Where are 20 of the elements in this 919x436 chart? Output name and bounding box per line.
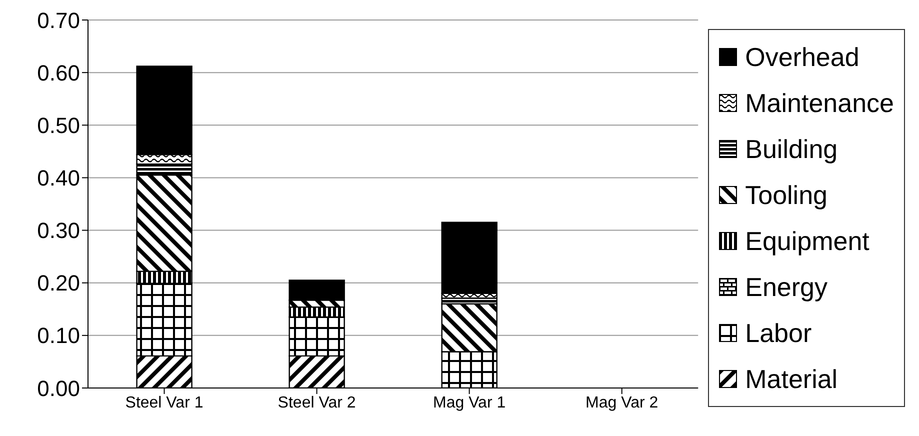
y-tick-label: 0.40 xyxy=(37,166,80,191)
legend-label: Labor xyxy=(745,318,812,348)
y-tick-label: 0.00 xyxy=(37,376,80,401)
legend-label: Material xyxy=(745,364,838,394)
legend-label: Maintenance xyxy=(745,88,894,118)
y-tick-label: 0.50 xyxy=(37,112,80,138)
y-tick-label: 0.60 xyxy=(37,60,80,86)
y-tick-label: 0.70 xyxy=(37,8,80,33)
y-tick-label: 0.10 xyxy=(37,323,80,348)
x-tick-label: Mag Var 1 xyxy=(433,394,506,412)
legend-label: Energy xyxy=(745,272,828,302)
legend-label: Tooling xyxy=(745,180,828,210)
legend-label: Overhead xyxy=(745,42,860,72)
y-tick-label: 0.20 xyxy=(37,270,80,296)
legend-label: Building xyxy=(745,134,838,164)
legend-label: Equipment xyxy=(745,226,870,256)
x-tick-label: Steel Var 1 xyxy=(125,394,204,412)
x-tick-label: Steel Var 2 xyxy=(278,394,356,412)
y-tick-label: 0.30 xyxy=(37,218,80,244)
x-tick-label: Mag Var 2 xyxy=(586,394,658,412)
